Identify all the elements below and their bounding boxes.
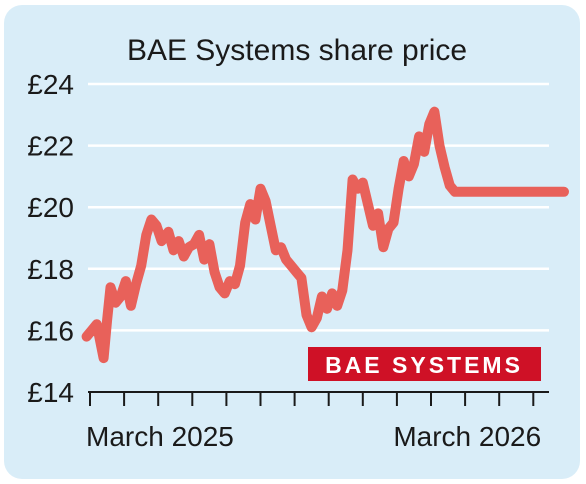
y-tick-label: £20 xyxy=(27,192,74,223)
x-tick-label: March 2025 xyxy=(86,421,234,452)
y-tick-label: £16 xyxy=(27,315,74,346)
logo-text: BAE SYSTEMS xyxy=(325,352,523,378)
logo-background xyxy=(308,347,541,381)
share-price-chart: BAE Systems share price £14 £16 £18 £20 £22 £… xyxy=(27,34,569,452)
chart-card: BAE Systems share price £14 £16 £18 £20 £22 £… xyxy=(4,5,580,479)
y-tick-label: £22 xyxy=(27,131,74,162)
chart-title: BAE Systems share price xyxy=(127,34,467,67)
bae-systems-logo: BAE SYSTEMS xyxy=(308,347,541,381)
share-price-line xyxy=(81,106,569,364)
y-tick-label: £18 xyxy=(27,254,74,285)
y-tick-label: £14 xyxy=(27,377,74,408)
x-tick-label: March 2026 xyxy=(393,421,541,452)
y-tick-label: £24 xyxy=(27,69,74,100)
